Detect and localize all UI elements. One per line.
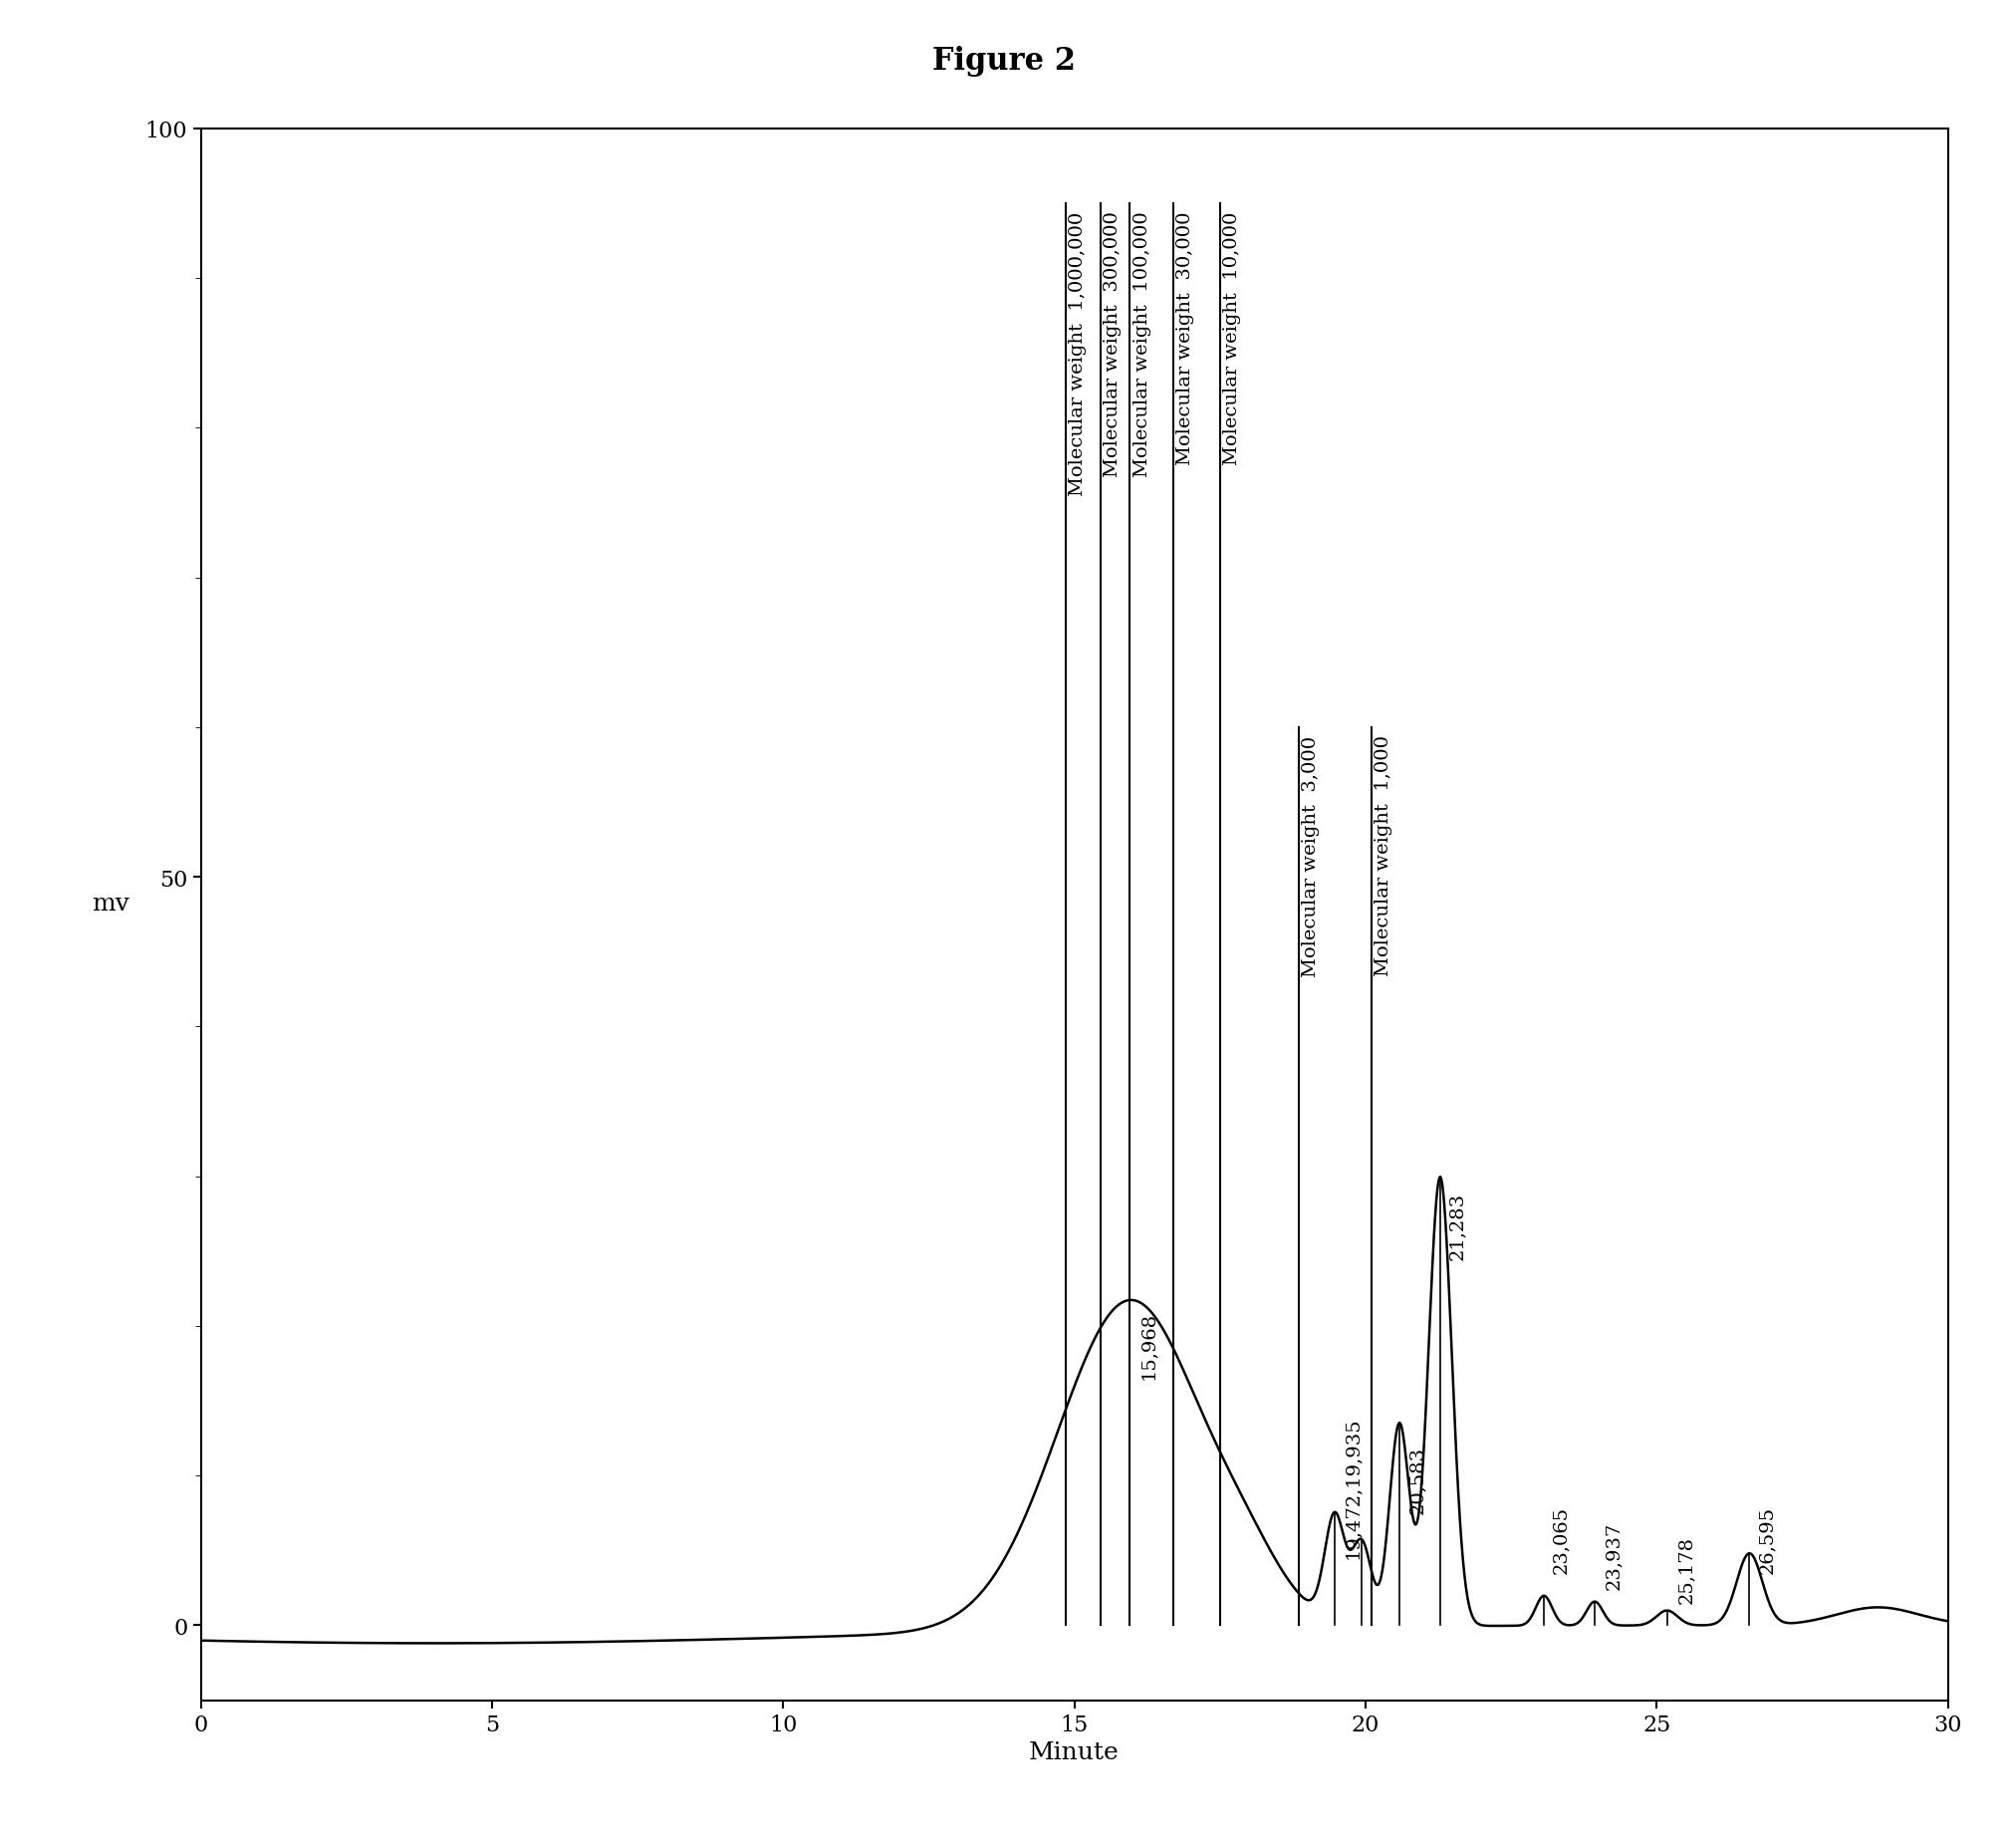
Text: 25,178: 25,178 (1677, 1536, 1695, 1604)
Text: Molecular weight  100,000: Molecular weight 100,000 (1133, 213, 1151, 477)
Text: Molecular weight  1,000: Molecular weight 1,000 (1375, 736, 1394, 976)
Text: Molecular weight  10,000: Molecular weight 10,000 (1223, 213, 1241, 466)
Text: 21,283: 21,283 (1448, 1192, 1466, 1258)
Text: 23,937: 23,937 (1604, 1521, 1622, 1589)
Text: 15,968: 15,968 (1139, 1312, 1157, 1379)
Text: Molecular weight  30,000: Molecular weight 30,000 (1177, 213, 1195, 466)
Text: Molecular weight  1,000,000: Molecular weight 1,000,000 (1068, 213, 1086, 495)
Text: Molecular weight  300,000: Molecular weight 300,000 (1104, 213, 1122, 477)
Text: Figure 2: Figure 2 (932, 46, 1076, 78)
Y-axis label: mv: mv (92, 893, 129, 915)
Text: 19,472,19,935: 19,472,19,935 (1343, 1416, 1361, 1558)
Text: 23,065: 23,065 (1552, 1506, 1570, 1573)
Text: 20,583: 20,583 (1408, 1445, 1426, 1514)
Text: Molecular weight  3,000: Molecular weight 3,000 (1301, 736, 1319, 976)
Text: 26,595: 26,595 (1759, 1506, 1777, 1573)
X-axis label: Minute: Minute (1028, 1741, 1120, 1763)
